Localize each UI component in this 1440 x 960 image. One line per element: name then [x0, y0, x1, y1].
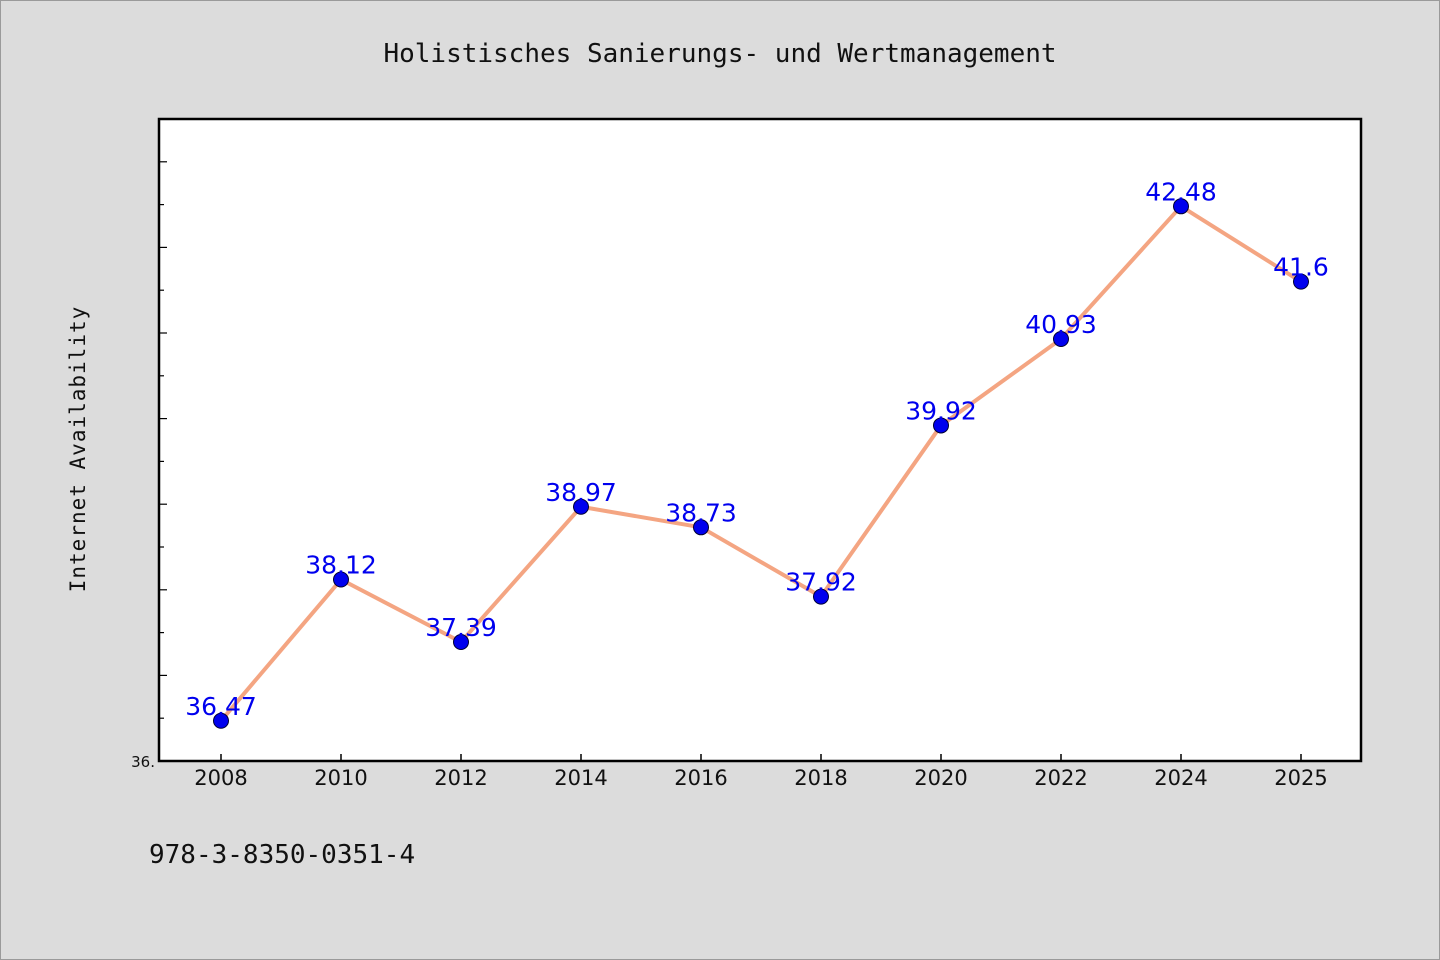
data-point [573, 498, 589, 515]
data-point [693, 519, 709, 536]
x-axis: 2008 2010 2012 2014 2016 2018 2020 2022 2024 2025 [194, 754, 1328, 790]
x-tick-label: 2020 [914, 766, 967, 790]
data-label: 38.12 [305, 551, 377, 580]
y-axis-ticks [159, 118, 167, 762]
x-tick-label: 2022 [1034, 766, 1087, 790]
data-label: 40.93 [1025, 310, 1097, 339]
data-label: 42.48 [1145, 177, 1217, 206]
data-point [813, 588, 829, 605]
x-tick-label: 2010 [314, 766, 367, 790]
plot-area [157, 117, 1363, 763]
data-point [213, 712, 229, 729]
x-tick-label: 2025 [1274, 766, 1327, 790]
data-label: 38.97 [545, 478, 617, 507]
data-label: 38.73 [665, 498, 737, 527]
y-axis-label: Internet Availability [66, 306, 90, 593]
x-tick-label: 2018 [794, 766, 847, 790]
series-markers [213, 198, 1309, 729]
data-label: 39.92 [905, 396, 977, 425]
series-line [219, 204, 1303, 723]
data-label: 37.92 [785, 568, 857, 597]
x-tick-label: 2024 [1154, 766, 1207, 790]
data-label: 37.39 [425, 613, 497, 642]
isbn-footer: 978-3-8350-0351-4 [149, 840, 415, 870]
data-point [1053, 330, 1069, 347]
data-point [1173, 198, 1189, 215]
data-point [333, 571, 349, 588]
x-tick-label: 2008 [194, 766, 247, 790]
y-tick-label: 36. [131, 753, 155, 771]
x-tick-label: 2012 [434, 766, 487, 790]
data-label: 41.6 [1273, 253, 1329, 282]
data-point [933, 417, 949, 434]
chart-title: Holistisches Sanierungs- und Wertmanagem… [383, 39, 1056, 69]
x-tick-label: 2016 [674, 766, 727, 790]
data-label: 36.47 [185, 692, 257, 721]
x-tick-label: 2014 [554, 766, 607, 790]
data-point [453, 634, 469, 651]
data-point [1293, 273, 1309, 290]
data-labels: 36.47 38.12 37.39 38.97 38.73 37.92 39.92 40.93… [185, 177, 1329, 720]
